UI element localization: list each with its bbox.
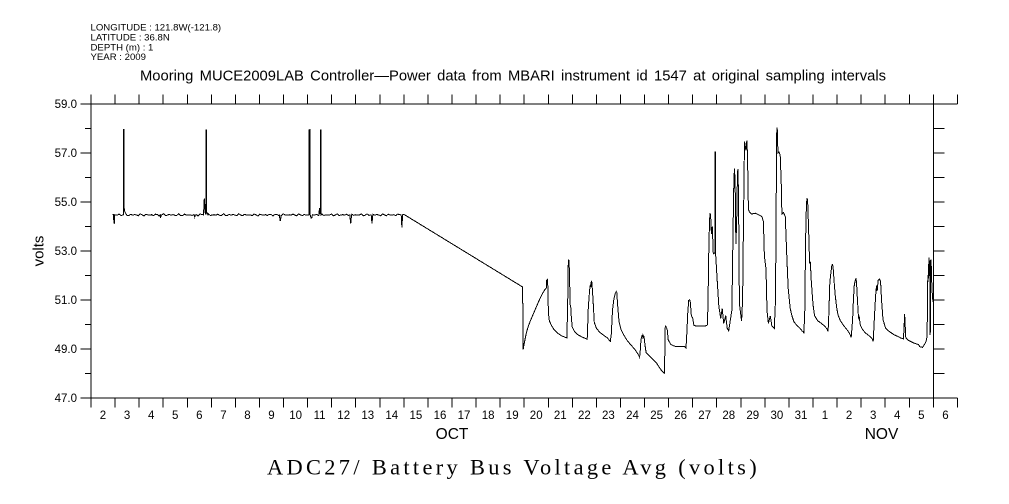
svg-text:29: 29 <box>746 410 759 422</box>
svg-text:14: 14 <box>385 410 398 422</box>
svg-text:NOV: NOV <box>865 426 899 443</box>
svg-text:OCT: OCT <box>436 426 469 443</box>
svg-text:DEPTH (m) : 1: DEPTH (m) : 1 <box>91 42 154 53</box>
svg-text:7: 7 <box>220 410 226 422</box>
svg-text:1: 1 <box>822 410 828 422</box>
svg-text:18: 18 <box>482 410 495 422</box>
svg-text:17: 17 <box>458 410 471 422</box>
svg-text:6: 6 <box>196 410 202 422</box>
svg-text:24: 24 <box>626 410 639 422</box>
svg-text:ADC27/ Battery Bus Voltage Avg: ADC27/ Battery Bus Voltage Avg (volts) <box>267 455 760 480</box>
svg-text:3: 3 <box>870 410 876 422</box>
svg-text:30: 30 <box>771 410 784 422</box>
svg-text:16: 16 <box>434 410 447 422</box>
svg-text:volts: volts <box>31 236 48 267</box>
svg-text:59.0: 59.0 <box>55 99 77 111</box>
svg-text:Mooring MUCE2009LAB Controller: Mooring MUCE2009LAB Controller—Power dat… <box>140 68 886 85</box>
svg-text:23: 23 <box>602 410 615 422</box>
svg-text:3: 3 <box>124 410 130 422</box>
svg-text:19: 19 <box>506 410 519 422</box>
svg-text:8: 8 <box>244 410 250 422</box>
svg-text:LONGITUDE : 121.8W(-121.8): LONGITUDE : 121.8W(-121.8) <box>91 23 222 34</box>
svg-text:53.0: 53.0 <box>55 246 77 258</box>
svg-text:51.0: 51.0 <box>55 295 77 307</box>
svg-text:6: 6 <box>942 410 948 422</box>
svg-text:2: 2 <box>100 410 106 422</box>
svg-text:12: 12 <box>337 410 350 422</box>
svg-text:28: 28 <box>722 410 735 422</box>
svg-text:4: 4 <box>894 410 901 422</box>
svg-text:13: 13 <box>361 410 374 422</box>
svg-text:5: 5 <box>918 410 924 422</box>
svg-text:YEAR : 2009: YEAR : 2009 <box>91 52 146 63</box>
svg-text:11: 11 <box>314 410 326 422</box>
svg-text:9: 9 <box>268 410 274 422</box>
svg-text:20: 20 <box>530 410 543 422</box>
svg-text:5: 5 <box>172 410 178 422</box>
svg-text:21: 21 <box>554 410 567 422</box>
svg-text:22: 22 <box>578 410 591 422</box>
svg-text:15: 15 <box>410 410 423 422</box>
svg-text:47.0: 47.0 <box>55 393 77 405</box>
svg-text:LATITUDE : 36.8N: LATITUDE : 36.8N <box>91 33 170 44</box>
svg-text:31: 31 <box>795 410 808 422</box>
svg-text:49.0: 49.0 <box>55 344 77 356</box>
svg-text:25: 25 <box>650 410 663 422</box>
svg-text:10: 10 <box>289 410 302 422</box>
svg-text:4: 4 <box>148 410 155 422</box>
svg-text:2: 2 <box>846 410 852 422</box>
svg-text:27: 27 <box>698 410 711 422</box>
svg-text:26: 26 <box>674 410 687 422</box>
svg-text:55.0: 55.0 <box>55 197 77 209</box>
svg-text:57.0: 57.0 <box>55 148 77 160</box>
